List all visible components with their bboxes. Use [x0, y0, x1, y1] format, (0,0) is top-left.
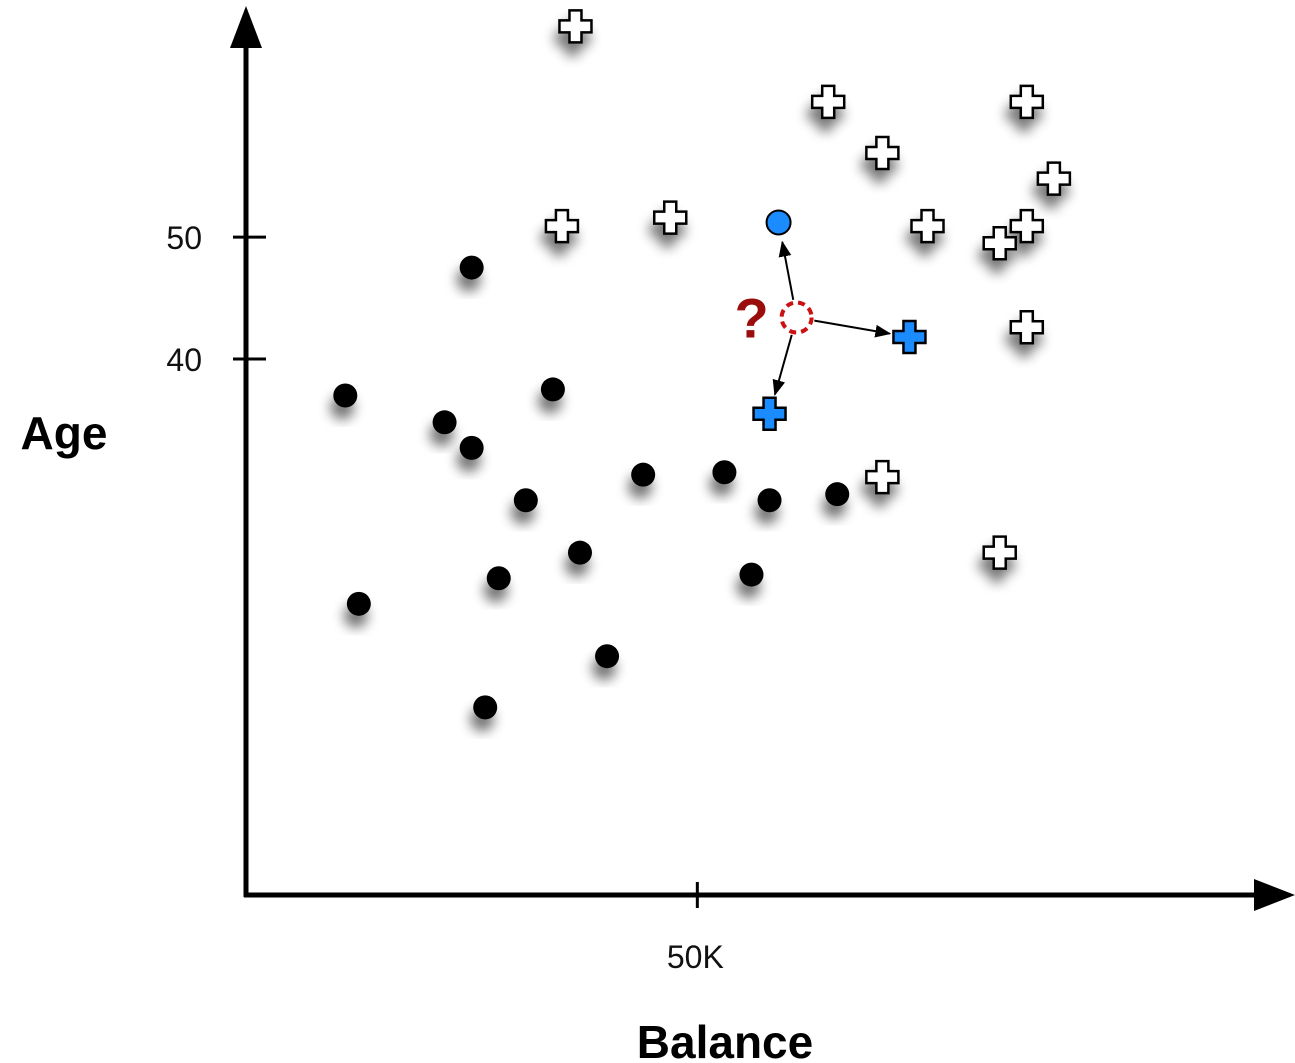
- y-tick-label: 50: [166, 220, 202, 256]
- data-point-plus: [984, 537, 1016, 569]
- data-points: [333, 10, 1070, 719]
- query-question-mark: ?: [735, 287, 769, 350]
- data-point-dot: [514, 488, 538, 512]
- nearest-neighbor-plus: [893, 321, 925, 353]
- data-point-plus: [1011, 86, 1043, 118]
- data-point-dot: [347, 592, 371, 616]
- data-point-dot: [541, 377, 565, 401]
- data-point-dot: [487, 566, 511, 590]
- data-point-plus: [912, 210, 944, 242]
- neighbor-arrow: [814, 321, 889, 334]
- neighbor-arrow: [775, 335, 792, 395]
- data-point-dot: [433, 410, 457, 434]
- x-tick-label: 50K: [667, 939, 724, 975]
- y-axis-title: Age: [21, 407, 108, 459]
- data-point-dot: [460, 436, 484, 460]
- data-point-plus: [1011, 311, 1043, 343]
- data-point-dot: [460, 256, 484, 280]
- nearest-neighbor-plus: [754, 398, 786, 430]
- data-point-plus: [559, 10, 591, 42]
- neighbor-arrow: [782, 242, 793, 300]
- x-axis-title: Balance: [637, 1016, 813, 1063]
- y-axis-arrowhead: [230, 6, 262, 48]
- data-point-dot: [568, 541, 592, 565]
- data-point-plus: [812, 86, 844, 118]
- data-point-dot: [473, 695, 497, 719]
- data-point-dot: [825, 482, 849, 506]
- x-axis-arrowhead: [1254, 879, 1295, 911]
- data-point-plus: [546, 210, 578, 242]
- data-point-plus: [654, 202, 686, 234]
- data-point-plus: [866, 137, 898, 169]
- data-point-dot: [595, 644, 619, 668]
- annotations: ?: [735, 287, 769, 350]
- data-point-dot: [758, 488, 782, 512]
- nearest-neighbor-dot: [767, 210, 791, 234]
- data-point-dot: [712, 460, 736, 484]
- y-tick-label: 40: [166, 342, 202, 378]
- data-point-dot: [739, 563, 763, 587]
- y-axis-ticks: 40 50: [166, 220, 266, 378]
- data-point-dot: [333, 383, 357, 407]
- data-point-plus: [1038, 163, 1070, 195]
- data-point-dot: [631, 463, 655, 487]
- query-point: [782, 303, 812, 333]
- data-point-plus: [866, 461, 898, 493]
